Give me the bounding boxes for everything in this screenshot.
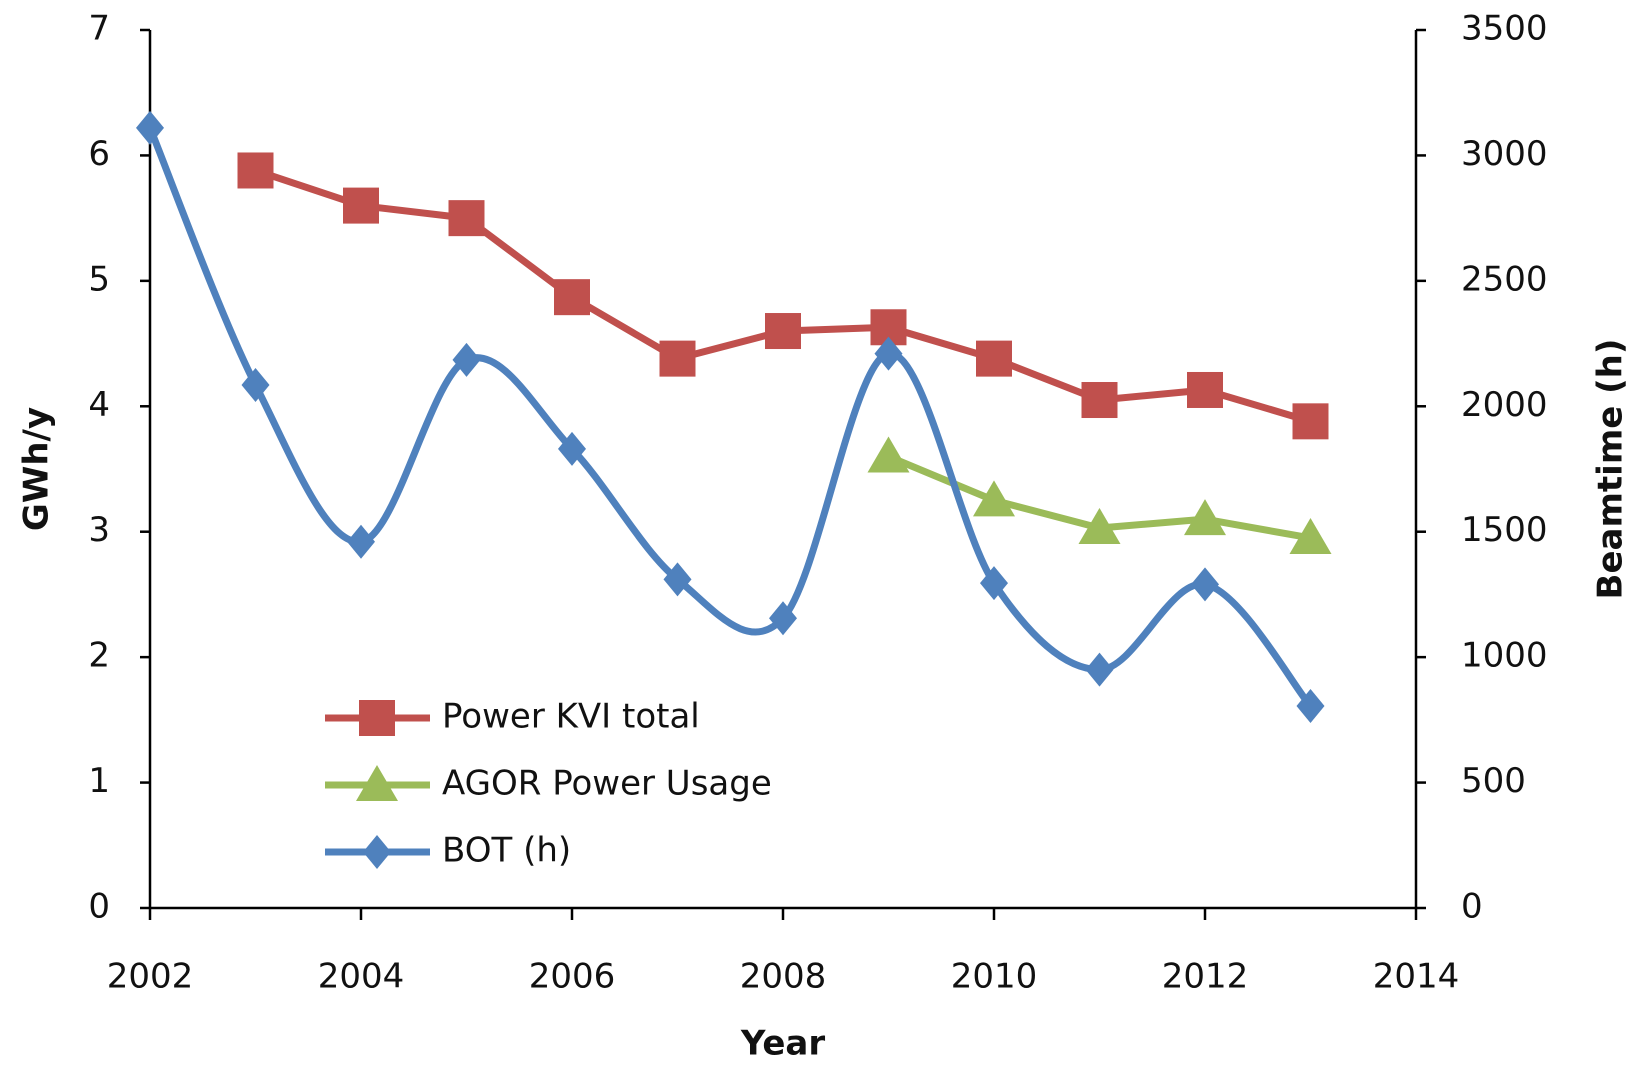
y-tick-label: 4 <box>88 385 110 425</box>
marker <box>1184 499 1226 536</box>
y2-tick-label: 3000 <box>1461 134 1548 174</box>
marker <box>237 152 274 189</box>
marker <box>769 601 797 636</box>
marker <box>659 340 696 377</box>
x-tick-label: 2006 <box>529 957 616 997</box>
marker <box>359 700 395 736</box>
marker <box>1085 652 1114 687</box>
y2-tick-label: 2000 <box>1461 385 1548 425</box>
marker <box>136 110 164 145</box>
marker <box>347 524 375 559</box>
y2-tick-label: 2500 <box>1461 259 1548 299</box>
y2-tick-label: 1500 <box>1461 510 1548 550</box>
y-tick-label: 7 <box>88 9 110 49</box>
y-tick-label: 0 <box>88 887 110 927</box>
marker <box>1296 689 1325 724</box>
x-axis-label: Year <box>740 1024 826 1064</box>
marker <box>1289 517 1332 554</box>
marker <box>1191 567 1219 602</box>
y-tick-label: 6 <box>88 134 110 174</box>
marker <box>448 200 485 237</box>
marker <box>554 279 590 316</box>
y-tick-label: 2 <box>88 636 110 676</box>
marker <box>363 835 391 869</box>
x-tick-label: 2010 <box>951 957 1038 997</box>
marker <box>1078 507 1121 544</box>
x-tick-label: 2012 <box>1162 957 1249 997</box>
legend-label: BOT (h) <box>442 831 571 871</box>
marker <box>1187 371 1223 408</box>
series-line <box>254 167 1312 425</box>
series-line <box>146 126 1314 709</box>
marker <box>558 431 586 466</box>
legend-label: Power KVI total <box>442 697 700 737</box>
y2-axis-label: Beamtime (h) <box>1591 339 1631 600</box>
marker <box>980 566 1008 601</box>
x-tick-label: 2014 <box>1373 957 1460 997</box>
marker <box>663 562 692 597</box>
x-tick-label: 2008 <box>740 957 827 997</box>
marker <box>452 342 481 377</box>
y-tick-label: 1 <box>88 761 110 801</box>
marker <box>976 340 1012 377</box>
marker <box>241 367 270 402</box>
marker <box>1292 403 1329 440</box>
y-axis-label: GWh/y <box>17 407 57 531</box>
marker <box>973 480 1015 517</box>
marker <box>765 313 801 350</box>
legend-label: AGOR Power Usage <box>442 764 772 804</box>
y-tick-label: 3 <box>88 510 110 550</box>
marker <box>356 765 398 801</box>
marker <box>343 187 379 224</box>
y2-tick-label: 3500 <box>1461 9 1548 49</box>
marker <box>1081 382 1118 419</box>
x-tick-label: 2002 <box>107 957 194 997</box>
y-tick-label: 5 <box>88 259 110 299</box>
y2-tick-label: 0 <box>1461 887 1483 927</box>
x-tick-label: 2004 <box>318 957 405 997</box>
y2-tick-label: 500 <box>1461 761 1526 801</box>
y2-tick-label: 1000 <box>1461 636 1548 676</box>
marker <box>874 336 903 371</box>
marker <box>867 436 910 473</box>
